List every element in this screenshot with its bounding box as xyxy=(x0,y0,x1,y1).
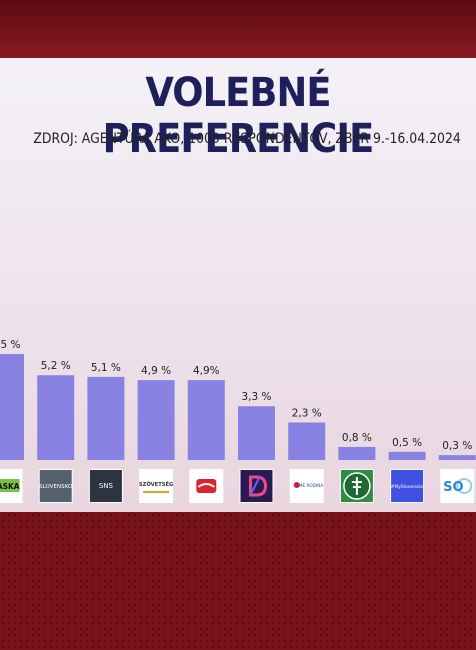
bar-8 xyxy=(388,451,426,460)
bar-5 xyxy=(238,406,275,460)
value-label-0: 6,5 % xyxy=(0,339,21,351)
logo-bg-3 xyxy=(140,470,173,502)
value-label-1: 5,2 % xyxy=(41,360,71,372)
bar-6 xyxy=(288,422,326,460)
demokrati-accent-stroke xyxy=(249,476,261,496)
logo-text-1: SLOVENSKO xyxy=(39,484,73,490)
logo-bg-5 xyxy=(240,470,273,502)
value-label-7: 0,8 % xyxy=(342,432,372,444)
sns-logo-icon: SNS xyxy=(88,469,123,503)
value-label-4: 4,9% xyxy=(193,365,220,377)
logo-text-0: SASKA xyxy=(0,482,20,491)
szovetseg-logo-icon: SZÖVETSÉG xyxy=(139,469,173,503)
so-logo-icon: SO xyxy=(440,469,475,503)
myslovensko-logo-icon: #MySlovensko xyxy=(390,469,425,503)
value-label-5: 3,3 % xyxy=(241,391,271,403)
chart-panel: VOLEBNÉ PREFERENCIE ZDROJ: AGENTÚRA AKO,… xyxy=(0,58,476,512)
bar-4 xyxy=(187,380,225,460)
value-label-2: 5,1 % xyxy=(91,362,121,374)
chart-title: VOLEBNÉ PREFERENCIE xyxy=(102,70,375,162)
lsns-double-cross xyxy=(351,477,362,495)
bar-9 xyxy=(438,455,476,460)
bar-3 xyxy=(137,380,175,460)
logo-text-8: #MySlovensko xyxy=(391,484,424,490)
value-label-8: 0,5 % xyxy=(392,437,422,449)
logo-bg-8 xyxy=(391,470,424,502)
value-label-6: 2,3 % xyxy=(292,408,322,420)
kdh-logo-icon xyxy=(189,469,224,503)
kdh-red-emblem xyxy=(196,479,217,493)
sme-rodina-logo-icon: SME RODINA xyxy=(289,469,324,503)
bar-1 xyxy=(37,375,75,460)
saska-logo-icon: SASKA xyxy=(0,469,23,503)
value-label-9: 0,3 % xyxy=(442,440,472,452)
slovensko-logo-icon: SLOVENSKO xyxy=(38,469,73,503)
top-background-band xyxy=(0,0,476,58)
bar-0 xyxy=(0,354,24,460)
logo-text-3: SZÖVETSÉG xyxy=(139,480,173,488)
sme-rodina-heart xyxy=(293,482,300,488)
saska-green-block xyxy=(0,479,20,492)
chart-subtitle: ZDROJ: AGENTÚRA AKO, 1000 RESPONDENTOV, … xyxy=(33,131,461,147)
lsns-logo-icon xyxy=(339,469,374,503)
logo-bg-1 xyxy=(39,470,72,502)
logo-bg-2 xyxy=(89,470,122,502)
demokrati-logo-icon xyxy=(239,469,274,503)
kdh-white-swoosh xyxy=(197,483,215,488)
so-swoosh xyxy=(456,478,473,494)
value-label-3: 4,9 % xyxy=(141,365,171,377)
bottom-background-band xyxy=(0,512,476,650)
bar-2 xyxy=(87,376,125,460)
bar-7 xyxy=(338,446,376,460)
bar-chart: 6,5 % SASKA 5,2 % SLOVENSKO 5,1 % SNS 4,9 % SZÖ… xyxy=(0,339,476,503)
szovetseg-accent-line xyxy=(143,491,170,493)
logo-text-6: SME RODINA xyxy=(296,483,323,488)
logo-text-2: SNS xyxy=(99,482,114,490)
logo-text-9: SO xyxy=(443,480,463,495)
